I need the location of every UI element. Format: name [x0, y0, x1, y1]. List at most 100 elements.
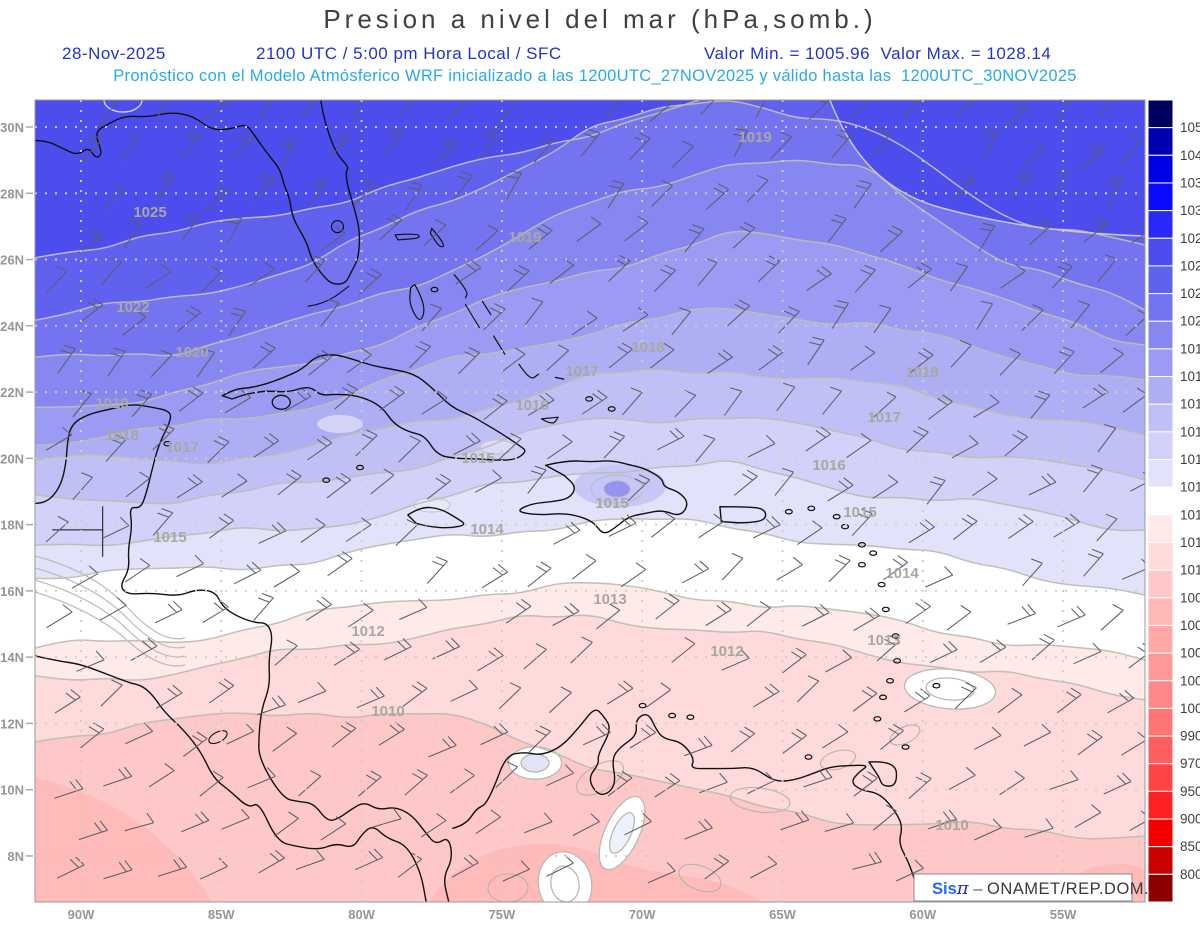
lat-tick-label: 26N — [0, 253, 24, 268]
colorbar-label: 1008 — [1180, 590, 1200, 605]
colorbar-swatch — [1147, 873, 1174, 903]
colorbar-swatch — [1147, 707, 1174, 737]
colorbar-swatch — [1147, 790, 1174, 820]
colorbar-label: 1022 — [1180, 286, 1200, 301]
colorbar-label: 1014 — [1180, 480, 1200, 495]
lat-tick-label: 18N — [0, 518, 24, 533]
colorbar-label: 1010 — [1180, 563, 1200, 578]
contour-label: 1016 — [812, 457, 845, 474]
colorbar-swatch — [1147, 763, 1174, 792]
colorbar-label: 1006 — [1180, 618, 1200, 633]
colorbar-swatch — [1147, 376, 1174, 405]
subtitle-line: 28-Nov-2025 2100 UTC / 5:00 pm Hora Loca… — [0, 44, 1200, 66]
colorbar-swatch — [1147, 154, 1174, 184]
colorbar-swatch — [1147, 182, 1174, 212]
onamet-logo: Sisπ – ONAMET/REP.DOM. — [913, 873, 1149, 902]
contour-label: 1017 — [165, 439, 198, 456]
lat-tick-label: 8N — [7, 849, 24, 864]
logo-box — [913, 873, 1133, 902]
model-init-line: Pronóstico con el Modelo Atmósferico WRF… — [113, 67, 1077, 85]
contour-label: 1013 — [867, 632, 900, 649]
colorbar-swatch — [1147, 237, 1174, 267]
valid-time: 2100 UTC / 5:00 pm Hora Local / SFC — [256, 44, 562, 63]
contour-label: 1018 — [105, 427, 138, 444]
colorbar-swatch — [1147, 210, 1174, 239]
contour-label: 1013 — [593, 591, 626, 608]
colorbar-swatch — [1147, 569, 1174, 599]
colorbar-label: 800 — [1180, 867, 1200, 882]
contour-label: 1014 — [470, 521, 504, 538]
contour-label: 1015 — [461, 450, 494, 467]
colorbar-swatch — [1147, 624, 1174, 654]
colorbar-label: 1025 — [1180, 258, 1200, 273]
colorbar-swatch — [1147, 735, 1174, 765]
colorbar-label: 850 — [1180, 839, 1200, 854]
lon-tick-label: 55W — [1050, 907, 1077, 922]
colorbar-label: 1050 — [1180, 120, 1200, 135]
colorbar-label: 1017 — [1180, 397, 1200, 412]
colorbar-swatch — [1147, 680, 1174, 709]
lat-tick-label: 30N — [0, 120, 24, 135]
contour-label: 1019 — [738, 129, 771, 146]
colorbar-swatch — [1147, 459, 1174, 488]
colorbar-swatch — [1147, 431, 1174, 461]
colorbar-label: 1004 — [1180, 646, 1200, 661]
contour-label: 1012 — [710, 643, 743, 660]
colorbar-swatch — [1147, 403, 1174, 433]
colorbar-swatch — [1147, 265, 1174, 295]
lon-tick-label: 85W — [208, 907, 235, 922]
colorbar-swatch — [1147, 293, 1174, 322]
min-max-values: Valor Min. = 1005.96 Valor Max. = 1028.1… — [704, 44, 1052, 63]
contour-label: 1020 — [175, 344, 208, 361]
lat-tick-label: 12N — [0, 716, 24, 731]
lat-tick-label: 28N — [0, 186, 24, 201]
lon-tick-label: 75W — [489, 907, 516, 922]
lon-tick-label: 80W — [348, 907, 375, 922]
colorbar-label: 1000 — [1180, 701, 1200, 716]
page-title: Presion a nivel del mar (hPa,somb.) — [323, 4, 877, 34]
colorbar-label: 1002 — [1180, 673, 1200, 688]
colorbar-label: 900 — [1180, 812, 1200, 827]
lat-tick-label: 14N — [0, 650, 24, 665]
colorbar-swatch — [1147, 818, 1174, 848]
lat-tick-label: 22N — [0, 385, 24, 400]
colorbar-label: 970 — [1180, 756, 1200, 771]
lon-tick-label: 70W — [629, 907, 656, 922]
colorbar-swatch — [1147, 541, 1174, 571]
contour-label: 1019 — [95, 395, 128, 412]
colorbar-swatch — [1147, 652, 1174, 682]
colorbar-label: 1040 — [1180, 148, 1200, 163]
logo-text: Sisπ – ONAMET/REP.DOM. — [932, 878, 1149, 899]
lat-tick-label: 10N — [0, 783, 24, 798]
lon-tick-label: 60W — [909, 907, 936, 922]
colorbar-swatch — [1147, 127, 1174, 156]
contour-label: 1010 — [935, 817, 968, 834]
contour-label: 1016 — [515, 397, 548, 414]
lat-tick-label: 24N — [0, 319, 24, 334]
colorbar-label: 950 — [1180, 784, 1200, 799]
lat-tick-label: 20N — [0, 451, 24, 466]
colorbar-swatch — [1147, 99, 1174, 129]
axis-labels: 30N 28N 26N 24N 22N 20N 18N 16N 14N 12N 10N 8N 90W 85… — [0, 120, 1077, 922]
contour-label: 1017 — [867, 409, 900, 426]
colorbar-label: 1015 — [1180, 452, 1200, 467]
colorbar-swatch — [1147, 486, 1174, 516]
lon-tick-label: 90W — [68, 907, 95, 922]
colorbar-label: 1035 — [1180, 175, 1200, 190]
contour-label: 1018 — [631, 339, 664, 356]
contour-label: 1022 — [116, 299, 149, 316]
wind-barbs — [45, 100, 1145, 884]
colorbar-swatch — [1147, 846, 1174, 875]
contour-label: 1019 — [508, 229, 541, 246]
contour-label: 1017 — [565, 363, 598, 380]
colorbar-label: 1019 — [1180, 341, 1200, 356]
colorbar-label: 1016 — [1180, 424, 1200, 439]
contour-label: 1025 — [133, 204, 166, 221]
contour-label: 1014 — [885, 565, 919, 582]
colorbar-swatch — [1147, 597, 1174, 626]
pressure-field — [35, 100, 1145, 902]
coastlines — [35, 100, 941, 902]
